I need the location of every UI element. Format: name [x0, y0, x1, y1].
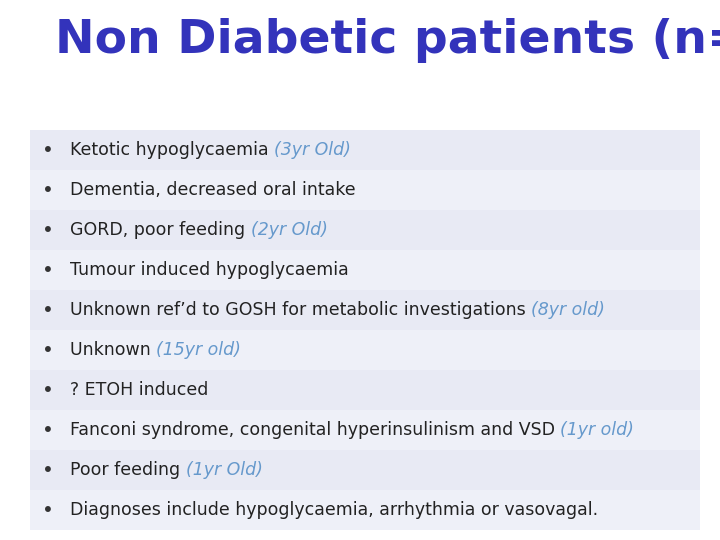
Text: (3yr Old): (3yr Old) — [274, 141, 351, 159]
Text: Poor feeding: Poor feeding — [70, 461, 186, 479]
Text: (8yr old): (8yr old) — [531, 301, 605, 319]
Bar — [30, 170, 700, 210]
Text: Ketotic hypoglycaemia: Ketotic hypoglycaemia — [70, 141, 274, 159]
Bar — [30, 130, 700, 170]
Text: GORD, poor feeding: GORD, poor feeding — [70, 221, 251, 239]
Text: (2yr Old): (2yr Old) — [251, 221, 328, 239]
Text: Unknown: Unknown — [70, 341, 156, 359]
Text: •: • — [42, 300, 54, 320]
Text: Fanconi syndrome, congenital hyperinsulinism and VSD: Fanconi syndrome, congenital hyperinsuli… — [70, 421, 560, 439]
Text: •: • — [42, 461, 54, 480]
Bar — [30, 370, 700, 410]
Text: (15yr old): (15yr old) — [156, 341, 241, 359]
Text: •: • — [42, 501, 54, 519]
Bar — [30, 210, 700, 250]
Text: •: • — [42, 341, 54, 360]
Text: •: • — [42, 421, 54, 440]
Text: Tumour induced hypoglycaemia: Tumour induced hypoglycaemia — [70, 261, 348, 279]
Bar — [30, 410, 700, 450]
Text: •: • — [42, 220, 54, 240]
Text: •: • — [42, 381, 54, 400]
Text: •: • — [42, 140, 54, 159]
Text: Non Diabetic patients (n=10): Non Diabetic patients (n=10) — [55, 18, 720, 63]
Text: (1yr old): (1yr old) — [560, 421, 634, 439]
Text: (1yr Old): (1yr Old) — [186, 461, 263, 479]
Text: Unknown ref’d to GOSH for metabolic investigations: Unknown ref’d to GOSH for metabolic inve… — [70, 301, 531, 319]
Text: •: • — [42, 180, 54, 199]
Bar — [30, 490, 700, 530]
Text: Diagnoses include hypoglycaemia, arrhythmia or vasovagal.: Diagnoses include hypoglycaemia, arrhyth… — [70, 501, 598, 519]
Bar — [30, 290, 700, 330]
Bar — [30, 450, 700, 490]
Bar — [30, 250, 700, 290]
Text: •: • — [42, 260, 54, 280]
Text: ? ETOH induced: ? ETOH induced — [70, 381, 208, 399]
Text: Dementia, decreased oral intake: Dementia, decreased oral intake — [70, 181, 356, 199]
Bar — [30, 330, 700, 370]
